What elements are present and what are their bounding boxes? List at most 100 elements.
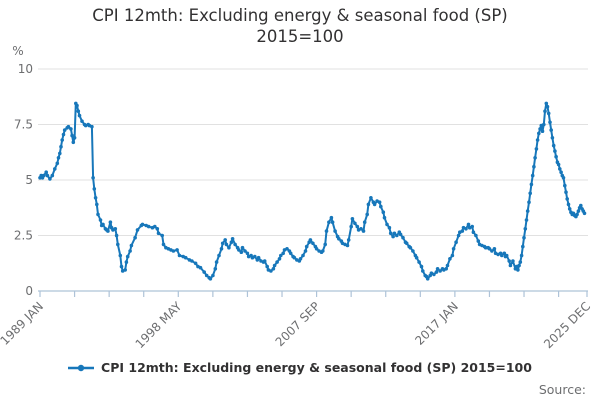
series-point — [445, 263, 450, 268]
series-point — [369, 196, 373, 200]
series-point — [549, 128, 553, 132]
series-point — [69, 127, 73, 131]
series-point — [432, 272, 436, 277]
series-point — [523, 227, 528, 231]
series-point — [564, 190, 568, 194]
series-point — [281, 251, 286, 256]
series-point — [561, 176, 566, 180]
series-point — [425, 277, 430, 281]
series-point — [579, 203, 583, 208]
series-point — [516, 268, 520, 272]
series-point — [532, 164, 536, 169]
series-point — [95, 202, 99, 207]
series-point — [567, 207, 572, 211]
series-point — [474, 233, 478, 238]
series-point — [140, 222, 145, 227]
series-point — [128, 249, 132, 253]
series-point — [504, 253, 509, 258]
series-point — [190, 259, 194, 263]
series-point — [556, 162, 561, 167]
series-point — [476, 239, 481, 243]
series-point — [77, 113, 82, 118]
series-point — [202, 270, 206, 274]
series-point — [311, 241, 315, 246]
series-point — [61, 132, 66, 137]
series-point — [575, 212, 579, 217]
series-point — [563, 183, 567, 188]
series-point — [155, 227, 160, 231]
series-point — [76, 109, 81, 113]
series-point — [435, 267, 440, 271]
series-point — [377, 200, 382, 204]
series-point — [404, 241, 409, 246]
series-point — [229, 240, 234, 244]
series-point — [90, 124, 94, 129]
series-point — [285, 247, 289, 251]
series-point — [521, 244, 525, 249]
series-point — [366, 202, 371, 207]
chart-title-line-2: 2015=100 — [256, 27, 344, 46]
series-point — [72, 136, 77, 140]
chart-title-line-1: CPI 12mth: Excluding energy & seasonal f… — [92, 6, 508, 25]
series-point — [471, 230, 476, 234]
series-point — [451, 247, 456, 251]
series-point — [298, 257, 303, 261]
series-point — [372, 202, 377, 207]
series-point — [198, 265, 203, 270]
y-tick-label: 2.5 — [14, 229, 33, 243]
series-point — [113, 227, 118, 231]
series-point — [408, 245, 413, 250]
series-point — [160, 233, 164, 238]
series-point — [444, 267, 449, 271]
y-axis-unit-label: % — [12, 44, 24, 58]
series-point — [528, 191, 532, 196]
series-point — [53, 167, 57, 171]
series-point — [41, 173, 46, 178]
series-point — [288, 251, 293, 256]
series-point — [161, 242, 166, 247]
series-point — [576, 209, 581, 213]
series-point — [355, 224, 360, 229]
series-point — [345, 243, 350, 248]
series-point — [59, 144, 63, 149]
series-point — [48, 177, 52, 181]
series-point — [398, 232, 403, 237]
series-point — [466, 222, 471, 227]
series-point — [554, 154, 558, 159]
series-point — [438, 269, 442, 273]
y-tick-label: 0 — [25, 284, 33, 298]
series-point — [223, 238, 227, 242]
series-point — [303, 249, 308, 253]
series-point — [543, 109, 547, 113]
series-point — [227, 245, 231, 250]
series-point — [118, 253, 123, 258]
series-point — [171, 249, 176, 253]
series-point — [470, 224, 475, 229]
series-point — [245, 251, 250, 256]
series-point — [417, 260, 421, 264]
series-point — [314, 247, 319, 251]
legend-item[interactable]: CPI 12mth: Excluding energy & seasonal f… — [0, 360, 600, 375]
x-tick-label: 1998 MAY — [133, 299, 185, 351]
series-point — [524, 218, 529, 222]
series-point — [542, 122, 546, 127]
series-point — [559, 170, 563, 174]
series-point — [114, 233, 119, 238]
series-point — [529, 182, 534, 187]
series-point — [60, 138, 64, 142]
series-point — [56, 156, 61, 160]
series-point — [256, 255, 261, 260]
series-point — [321, 249, 325, 253]
series-point — [534, 147, 539, 151]
series-point — [123, 268, 127, 272]
series-point — [156, 231, 161, 236]
series-point — [217, 253, 221, 258]
x-tick-label: 2007 SEP — [273, 299, 323, 349]
series-point — [392, 231, 397, 236]
series-point — [419, 264, 424, 269]
series-point — [66, 124, 71, 129]
series-point — [116, 242, 120, 247]
series-point — [508, 263, 513, 268]
